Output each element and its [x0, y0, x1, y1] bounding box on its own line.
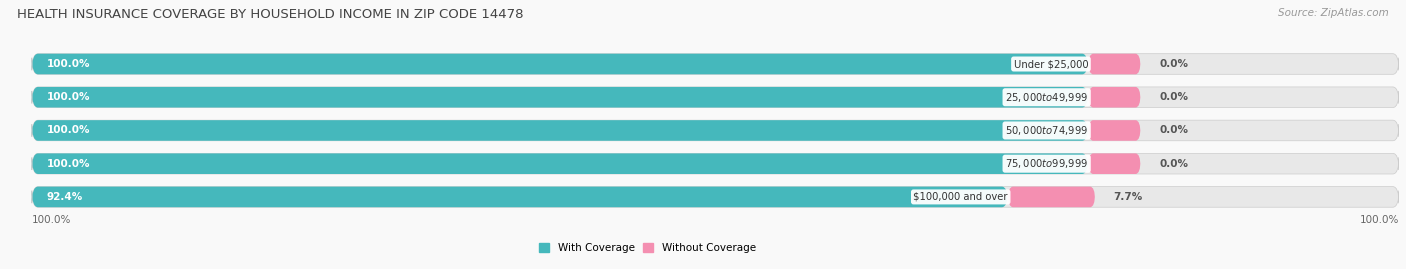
Text: 0.0%: 0.0% [1159, 59, 1188, 69]
Text: 100.0%: 100.0% [46, 159, 90, 169]
FancyBboxPatch shape [32, 87, 1088, 108]
FancyBboxPatch shape [32, 120, 1399, 141]
Text: 100.0%: 100.0% [1360, 215, 1399, 225]
Text: 100.0%: 100.0% [32, 215, 72, 225]
Text: HEALTH INSURANCE COVERAGE BY HOUSEHOLD INCOME IN ZIP CODE 14478: HEALTH INSURANCE COVERAGE BY HOUSEHOLD I… [17, 8, 523, 21]
FancyBboxPatch shape [32, 153, 1088, 174]
FancyBboxPatch shape [32, 187, 1008, 207]
FancyBboxPatch shape [32, 54, 1088, 74]
FancyBboxPatch shape [32, 87, 1399, 108]
Text: 0.0%: 0.0% [1159, 92, 1188, 102]
FancyBboxPatch shape [32, 120, 1088, 141]
Legend: With Coverage, Without Coverage: With Coverage, Without Coverage [534, 239, 761, 257]
Text: $50,000 to $74,999: $50,000 to $74,999 [1005, 124, 1088, 137]
Text: 0.0%: 0.0% [1159, 159, 1188, 169]
Text: Under $25,000: Under $25,000 [1014, 59, 1088, 69]
FancyBboxPatch shape [32, 54, 1399, 74]
Text: 92.4%: 92.4% [46, 192, 83, 202]
Text: 100.0%: 100.0% [46, 125, 90, 136]
Text: $75,000 to $99,999: $75,000 to $99,999 [1005, 157, 1088, 170]
FancyBboxPatch shape [1008, 187, 1095, 207]
Text: 100.0%: 100.0% [46, 59, 90, 69]
Text: 100.0%: 100.0% [46, 92, 90, 102]
FancyBboxPatch shape [1088, 120, 1140, 141]
FancyBboxPatch shape [1088, 87, 1140, 108]
Text: 7.7%: 7.7% [1114, 192, 1143, 202]
Text: 0.0%: 0.0% [1159, 125, 1188, 136]
FancyBboxPatch shape [1088, 54, 1140, 74]
Text: Source: ZipAtlas.com: Source: ZipAtlas.com [1278, 8, 1389, 18]
Text: $25,000 to $49,999: $25,000 to $49,999 [1005, 91, 1088, 104]
FancyBboxPatch shape [32, 153, 1399, 174]
FancyBboxPatch shape [1088, 153, 1140, 174]
Text: $100,000 and over: $100,000 and over [914, 192, 1008, 202]
FancyBboxPatch shape [32, 187, 1399, 207]
